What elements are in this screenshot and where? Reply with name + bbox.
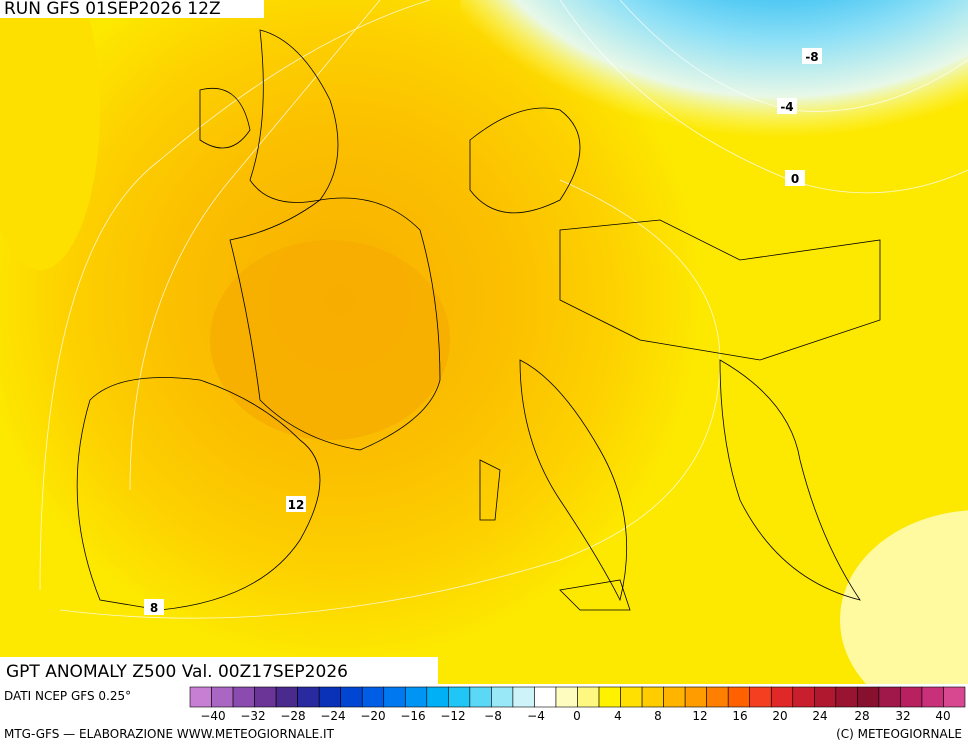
contour-label-box [144, 599, 164, 615]
colorbar-swatch [383, 686, 406, 708]
colorbar-swatch [577, 686, 600, 708]
colorbar-swatch [534, 686, 557, 708]
map-title: GPT ANOMALY Z500 Val. 00Z17SEP2026 [6, 662, 348, 682]
colorbar-swatch [900, 686, 923, 708]
colorbar-swatch [598, 686, 621, 708]
weak-anomaly [840, 510, 968, 730]
colorbar-label: −8 [484, 709, 502, 723]
colorbar-swatch [641, 686, 664, 708]
colorbar-label: 28 [854, 709, 869, 723]
colorbar-label: −40 [200, 709, 225, 723]
weak-anomaly [0, 0, 100, 270]
colorbar-label: −32 [240, 709, 265, 723]
colorbar-label: 32 [895, 709, 910, 723]
warm-core [210, 240, 450, 440]
coastlines [76, 29, 881, 611]
run-box [0, 0, 264, 18]
colorbar-label: −4 [527, 709, 545, 723]
colorbar-label: −12 [440, 709, 465, 723]
colorbar-swatch [770, 686, 794, 708]
colorbar-swatch [232, 686, 255, 708]
source-label: DATI NCEP GFS 0.25° [4, 689, 131, 703]
colorbar-label: −28 [280, 709, 305, 723]
colorbar-swatch [426, 686, 449, 708]
contour-label: -8 [805, 50, 818, 64]
colorbar-label: −24 [320, 709, 345, 723]
contour-label-box [785, 170, 805, 186]
contour-label-box [777, 98, 797, 114]
colorbar-label: 20 [772, 709, 787, 723]
colorbar-swatch [555, 686, 578, 708]
colorbar-swatch [749, 686, 772, 708]
footer-right: (C) METEOGIORNALE [836, 727, 962, 741]
colorbar-swatch [878, 686, 901, 708]
colorbar-label: 4 [614, 709, 622, 723]
colorbar-swatch [706, 686, 729, 708]
cold-anomaly [460, 0, 968, 230]
colorbar-swatch [189, 686, 212, 708]
colorbar-swatch [297, 686, 320, 708]
colorbar-label: 16 [732, 709, 747, 723]
colorbar-swatch [448, 686, 471, 708]
colorbar-swatch [727, 686, 751, 708]
colorbar-swatch [318, 686, 341, 708]
colorbar-label: 0 [573, 709, 581, 723]
colorbar-swatch [469, 686, 492, 708]
contour-label-box [802, 48, 822, 64]
contour-label: 8 [150, 601, 158, 615]
colorbar-swatch [404, 686, 428, 708]
contour-label-box [286, 496, 306, 512]
colorbar-swatch [835, 686, 858, 708]
colorbar-swatch [211, 686, 234, 708]
colorbar-label: 24 [812, 709, 827, 723]
colorbar-swatch [921, 686, 944, 708]
colorbar-swatch [340, 686, 363, 708]
colorbar-label: 40 [935, 709, 950, 723]
contour-labels: -8 -4 0 12 8 [144, 48, 822, 615]
contour-label: 0 [791, 172, 799, 186]
colorbar-swatch [512, 686, 535, 708]
colorbar-swatch [663, 686, 686, 708]
title-box [0, 657, 438, 684]
contour-label: -4 [780, 100, 793, 114]
colorbar-swatch [857, 686, 880, 708]
run-label: RUN GFS 01SEP2026 12Z [4, 0, 221, 19]
colorbar-swatch [620, 686, 643, 708]
colorbar-swatch [491, 686, 514, 708]
colorbar-swatch [943, 686, 966, 708]
colorbar-swatch [275, 686, 298, 708]
colorbar-swatch [361, 686, 385, 708]
contour-label: 12 [288, 498, 305, 512]
colorbar-swatch [254, 686, 277, 708]
colorbar-label: 12 [692, 709, 707, 723]
colorbar-swatch [814, 686, 837, 708]
colorbar-swatch [684, 686, 707, 708]
footer-left: MTG-GFS — ELABORAZIONE WWW.METEOGIORNALE… [4, 727, 335, 741]
colorbar: −40 −32 −28 −24 −20 −16 −12 −8 −4 0 4 8 12 16 20 24 28 32… [189, 686, 966, 723]
colorbar-swatch [792, 686, 815, 708]
colorbar-label: −16 [400, 709, 425, 723]
map: RUN GFS 01SEP2026 12Z -8 -4 0 12 8 GPT ANOMA… [0, 0, 968, 730]
colorbar-label: 8 [654, 709, 662, 723]
colorbar-label: −20 [360, 709, 385, 723]
